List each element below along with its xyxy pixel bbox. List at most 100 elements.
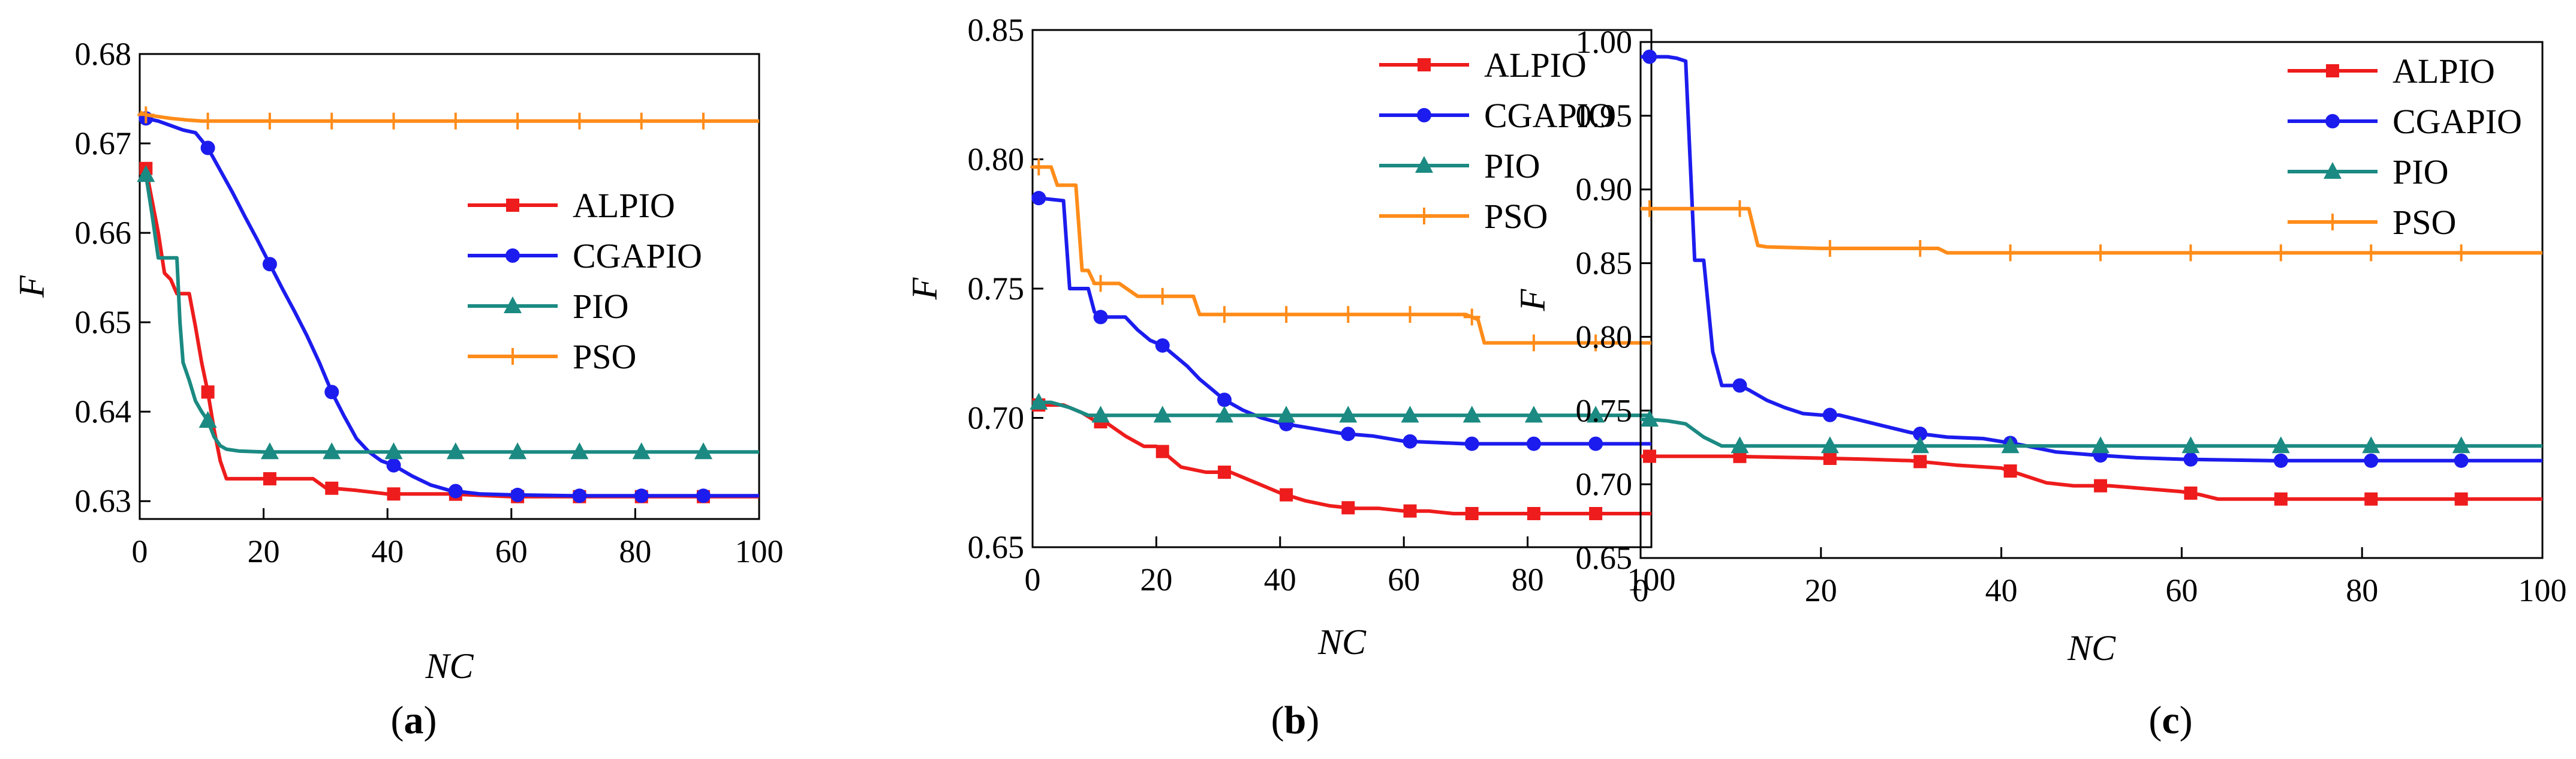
caption-letter: b [1284,698,1307,742]
x-tick-label: 0 [1025,562,1041,598]
data-point-cgapio [1217,392,1232,407]
legend-marker-pso [1416,208,1433,224]
data-point-pio [323,442,341,460]
x-tick-label: 80 [2346,572,2378,608]
legend-label-pso: PSO [573,337,636,376]
data-point-alpio [2003,464,2017,478]
data-point-pio [1215,406,1233,423]
data-point-pso [2182,244,2199,262]
y-tick-label: 0.70 [1576,466,1633,502]
data-point-pio [1641,410,1659,427]
legend-marker-cgapio [2325,114,2340,128]
legend-label-pso: PSO [2393,203,2456,242]
x-tick-label: 80 [1512,562,1544,598]
x-tick-label: 80 [619,533,651,569]
series-line-pio [1641,418,2542,448]
data-point-cgapio [1913,426,1928,441]
data-point-pso [385,112,402,130]
y-tick-label: 0.65 [75,304,132,340]
data-point-alpio [1280,488,1293,502]
data-point-pio [1030,392,1048,410]
data-point-cgapio [634,488,649,503]
data-point-pso [137,106,155,124]
data-point-cgapio [1093,310,1108,325]
y-tick-label: 0.80 [968,142,1025,178]
data-point-alpio [2184,486,2198,500]
data-point-pso [1463,308,1480,326]
data-point-pio [137,165,155,182]
legend-marker-pio [1415,156,1433,173]
data-point-cgapio [448,484,463,499]
legend-label-cgapio: CGAPIO [1484,96,1614,135]
data-point-pio [2001,436,2020,454]
x-tick-label: 40 [1264,562,1296,598]
series-line-pso [1033,165,1651,345]
data-point-cgapio [1822,407,1837,422]
data-point-pso [509,112,526,130]
series-cgapio [1031,191,1651,451]
data-point-cgapio [200,140,215,155]
y-tick-label: 0.65 [1576,540,1633,576]
data-point-pso [199,112,216,130]
data-point-pio [570,442,589,460]
data-point-alpio [201,385,215,399]
panel-caption: (c) [2148,698,2192,742]
x-axis-title: NC [425,646,474,686]
x-tick-label: 100 [735,533,784,569]
plot-frame [139,53,760,520]
x-tick-label: 40 [1985,572,2018,608]
series-pio [1641,410,2542,454]
data-point-pio [1731,436,1749,454]
data-point-pio [508,442,527,460]
data-point-cgapio [324,385,339,400]
data-point-pio [1339,406,1358,423]
data-point-pio [384,442,403,460]
data-point-alpio [1733,449,1747,463]
y-tick-label: 0.85 [1576,245,1633,281]
y-tick-label: 0.85 [968,12,1025,48]
data-point-pio [2181,436,2200,454]
x-tick-label: 20 [248,533,280,569]
x-tick-label: 100 [2518,572,2567,608]
data-point-pso [1401,306,1419,323]
y-tick-label: 0.80 [1576,319,1633,355]
data-point-cgapio [1588,436,1603,451]
series-pio [1030,392,1651,423]
data-point-pio [1587,406,1605,423]
legend-marker-pio [504,296,522,313]
data-point-pso [2092,244,2109,262]
legend-label-pio: PIO [573,287,628,326]
legend-label-alpio: ALPIO [2393,52,2495,91]
legend-marker-alpio [1418,58,1431,71]
caption-letter: c [2162,698,2179,742]
data-point-cgapio [510,487,525,502]
y-tick-label: 0.63 [75,483,132,519]
data-point-pio [446,442,465,460]
legend-label-alpio: ALPIO [573,186,675,225]
data-point-cgapio [1642,49,1657,64]
data-point-pio [1820,436,1839,454]
data-point-pso [571,112,588,130]
x-tick-label: 0 [1633,572,1649,608]
data-point-pso [1641,200,1659,217]
y-tick-label: 0.65 [968,529,1025,565]
y-tick-label: 0.90 [1576,172,1633,208]
data-point-cgapio [1031,191,1046,206]
data-point-alpio [2094,479,2108,493]
data-point-pso [1731,200,1749,217]
x-axis-title: NC [2067,628,2116,668]
data-point-pio [1277,406,1296,423]
x-tick-label: 60 [2165,572,2198,608]
data-point-alpio [2274,492,2288,506]
data-point-cgapio [2273,453,2288,468]
data-point-pio [1911,436,1930,454]
legend-label-pso: PSO [1484,197,1548,236]
data-point-cgapio [2454,453,2469,468]
legend: ALPIO CGAPIO PIO PSO [468,186,702,376]
data-point-cgapio [2364,453,2379,468]
data-point-pso [633,112,650,130]
x-axis-title: NC [1317,622,1367,662]
legend-marker-cgapio [1417,108,1431,122]
data-point-cgapio [696,488,711,503]
